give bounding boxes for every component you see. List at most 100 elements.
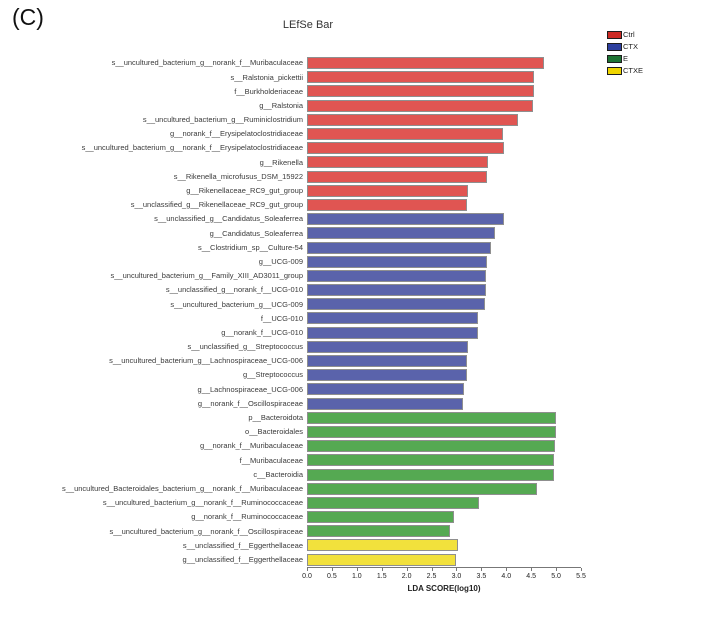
bar-track: [307, 298, 580, 311]
taxon-label: s__uncultured_bacterium_g__norank_f__Rum…: [102, 498, 303, 508]
taxon-label: g__Candidatus_Soleaferrea: [209, 228, 303, 238]
taxon-label: s__Rikenella_microfusus_DSM_15922: [173, 171, 303, 181]
x-axis-tick: [581, 568, 582, 571]
taxon-row: g__Candidatus_Soleaferrea: [20, 226, 580, 240]
taxon-row: c__Bacteroidia: [20, 467, 580, 481]
taxon-row: s__unclassified_g__Rikenellaceae_RC9_gut…: [20, 198, 580, 212]
taxon-row: s__uncultured_bacterium_g__Lachnospirace…: [20, 354, 580, 368]
lda-bar: [307, 397, 464, 410]
taxon-row: f__Burkholderiaceae: [20, 84, 580, 98]
bar-rows: s__uncultured_bacterium_g__norank_f__Mur…: [20, 56, 580, 567]
taxon-label: g__norank_f__Muribaculaceae: [200, 441, 303, 451]
taxon-label: s__unclassified_f__Eggerthellaceae: [182, 540, 303, 550]
lda-bar: [307, 142, 504, 155]
taxon-label: s__uncultured_bacterium_g__Lachnospirace…: [109, 356, 303, 366]
x-axis-tick-label: 2.5: [426, 573, 437, 580]
taxon-row: s__uncultured_bacterium_g__norank_f__Rum…: [20, 496, 580, 510]
lda-bar: [307, 454, 555, 467]
lda-bar: [307, 213, 504, 226]
lda-bar: [307, 539, 458, 552]
taxon-row: f__Muribaculaceae: [20, 453, 580, 467]
taxon-label: s__uncultured_bacterium_g__norank_f__Mur…: [111, 58, 303, 68]
x-axis-tick: [307, 568, 308, 571]
x-axis-tick-label: 0.5: [327, 573, 337, 580]
lda-bar: [307, 269, 487, 282]
bar-track: [307, 397, 580, 410]
x-axis-tick-label: 4.5: [526, 573, 537, 580]
taxon-label: g__norank_f__Erysipelatoclostridiaceae: [169, 129, 303, 139]
bar-track: [307, 468, 580, 481]
lda-bar: [307, 85, 534, 98]
legend-label: CTX: [623, 42, 638, 52]
taxon-row: g__Lachnospiraceae_UCG-006: [20, 382, 580, 396]
x-axis-tick-label: 4.0: [501, 573, 512, 580]
x-axis-tick: [556, 568, 558, 571]
lda-bar: [307, 340, 469, 353]
taxon-label: g__UCG-009: [258, 256, 303, 266]
bar-track: [307, 355, 580, 368]
bar-track: [307, 213, 580, 226]
lda-bar: [307, 298, 485, 311]
taxon-label: s__Ralstonia_pickettii: [230, 72, 303, 82]
taxon-label: c__Bacteroidia: [253, 469, 303, 479]
lda-bar: [307, 198, 467, 211]
lda-bar: [307, 184, 468, 197]
lda-bar: [307, 71, 534, 84]
taxon-row: g__unclassified_f__Eggerthellaceae: [20, 553, 580, 567]
taxon-row: s__uncultured_bacterium_g__Ruminiclostri…: [20, 113, 580, 127]
taxon-label: g__norank_f__UCG-010: [221, 327, 303, 337]
bar-track: [307, 454, 580, 467]
x-axis-tick: [481, 568, 483, 571]
lda-bar: [307, 511, 454, 524]
taxon-label: f__UCG-010: [260, 313, 303, 323]
bar-track: [307, 71, 580, 84]
bar-track: [307, 425, 580, 438]
lda-bar: [307, 99, 533, 112]
legend-item-ctxe: CTXE: [607, 65, 643, 77]
bar-track: [307, 482, 580, 495]
taxon-row: s__unclassified_g__Candidatus_Soleaferre…: [20, 212, 580, 226]
taxon-label: o__Bacteroidales: [245, 427, 303, 437]
lda-bar: [307, 227, 496, 240]
x-axis-tick-label: 1.5: [376, 573, 387, 580]
bar-track: [307, 440, 580, 453]
legend-swatch-icon: [607, 55, 622, 63]
lda-bar: [307, 425, 557, 438]
bar-track: [307, 284, 580, 297]
x-axis-tick: [456, 568, 458, 571]
bar-track: [307, 340, 580, 353]
taxon-label: s__unclassified_g__norank_f__UCG-010: [165, 285, 303, 295]
bar-track: [307, 85, 580, 98]
bar-track: [307, 369, 580, 382]
lda-bar: [307, 284, 487, 297]
bar-track: [307, 99, 580, 112]
taxon-row: o__Bacteroidales: [20, 425, 580, 439]
taxon-row: g__norank_f__Muribaculaceae: [20, 439, 580, 453]
bar-track: [307, 184, 580, 197]
bar-track: [307, 156, 580, 169]
bar-track: [307, 142, 580, 155]
lda-bar: [307, 255, 488, 268]
figure-panel-label: (C): [12, 4, 44, 30]
legend-swatch-icon: [607, 67, 622, 75]
lda-bar: [307, 128, 503, 141]
x-axis-tick: [331, 568, 333, 571]
x-axis-tick: [506, 568, 508, 571]
taxon-row: g__norank_f__Oscillospiraceae: [20, 397, 580, 411]
taxon-label: g__Lachnospiraceae_UCG-006: [197, 384, 304, 394]
taxon-row: p__Bacteroidota: [20, 411, 580, 425]
taxon-label: p__Bacteroidota: [248, 413, 303, 423]
lda-bar: [307, 156, 488, 169]
taxon-row: g__Rikenella: [20, 155, 580, 169]
bar-track: [307, 128, 580, 141]
lda-bar: [307, 355, 468, 368]
taxon-row: g__norank_f__Ruminococcaceae: [20, 510, 580, 524]
taxon-label: g__Rikenellaceae_RC9_gut_group: [186, 186, 303, 196]
bar-track: [307, 227, 580, 240]
taxon-row: s__unclassified_f__Eggerthellaceae: [20, 538, 580, 552]
taxon-row: s__Ralstonia_pickettii: [20, 70, 580, 84]
lda-bar: [307, 525, 451, 538]
taxon-row: s__uncultured_bacterium_g__norank_f__Mur…: [20, 56, 580, 70]
taxon-label: s__unclassified_g__Rikenellaceae_RC9_gut…: [130, 200, 303, 210]
